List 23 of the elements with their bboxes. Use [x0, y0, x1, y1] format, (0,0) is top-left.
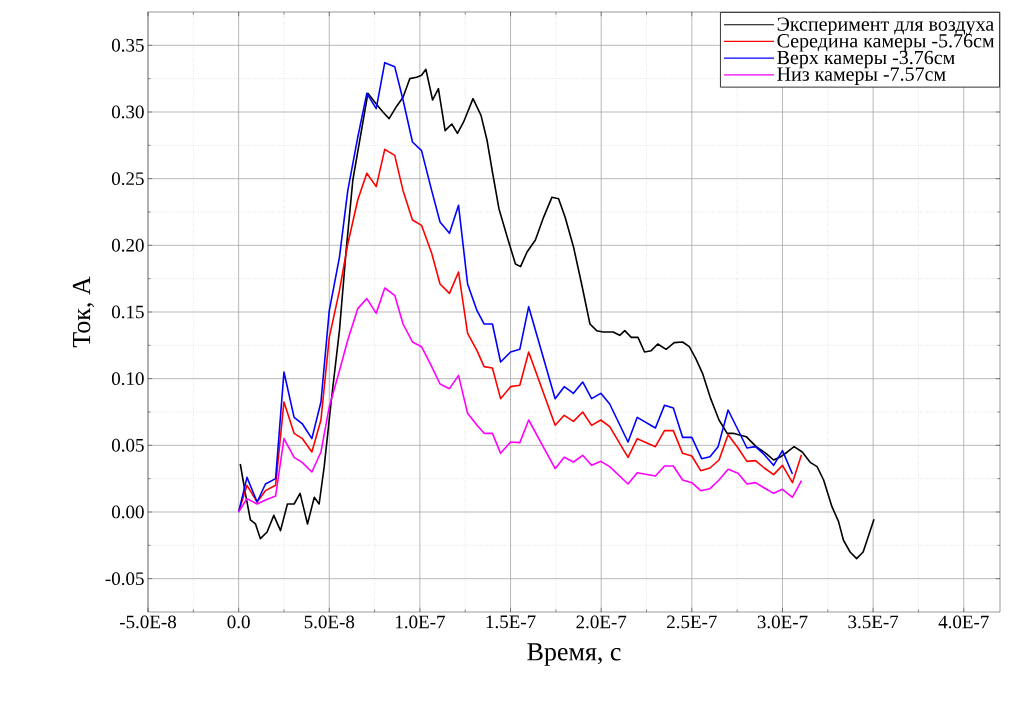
x-tick-label: 3.0E-7	[757, 615, 808, 629]
y-tick-label: -0.05	[105, 572, 144, 586]
x-tick-label: 1.5E-7	[486, 615, 536, 629]
line-series	[237, 287, 803, 513]
x-tick-label: 0.0	[227, 615, 250, 629]
x-tick-label: 2.5E-7	[667, 615, 717, 629]
x-tick-label: 1.0E-7	[396, 615, 445, 629]
y-tick-label: 0.20	[111, 238, 144, 252]
x-tick-label: 5.0E-8	[304, 615, 355, 629]
y-tick-label: 0.05	[111, 438, 144, 452]
y-axis-title: Ток, А	[72, 276, 95, 348]
y-tick-label: 0.15	[111, 305, 144, 319]
x-tick-label: 3.5E-7	[848, 615, 899, 629]
y-tick-label: 0.25	[111, 172, 144, 186]
y-tick-label: 0.30	[111, 105, 144, 119]
x-tick-label: 2.0E-7	[576, 615, 627, 629]
legend-label: Эксперимент для воздуха	[777, 17, 994, 35]
y-tick-label: 0.35	[111, 38, 144, 52]
x-tick-label: -5.0E-8	[119, 615, 177, 629]
x-tick-label: 4.0E-7	[938, 615, 989, 629]
y-tick-label: 0.00	[111, 505, 144, 519]
y-tick-label: 0.10	[111, 372, 144, 386]
x-axis-title: Время, с	[527, 643, 621, 666]
